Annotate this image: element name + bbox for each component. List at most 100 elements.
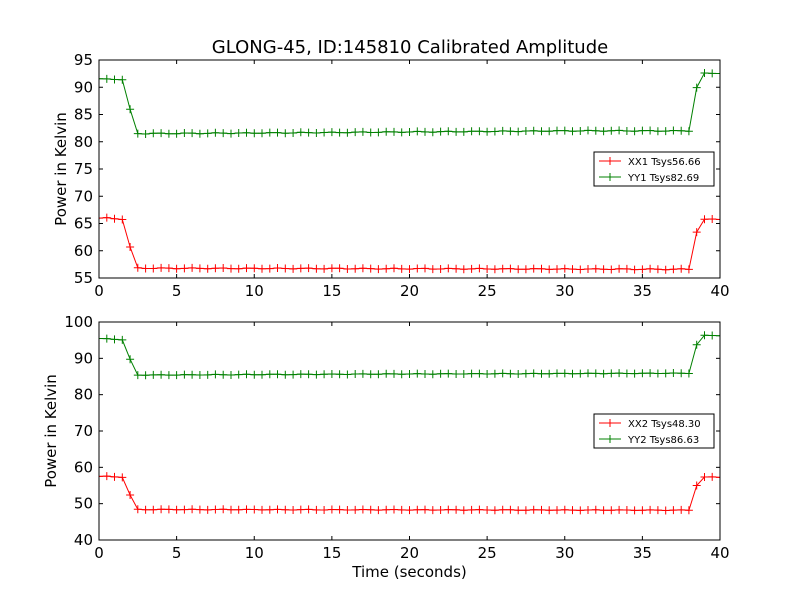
plus-marker	[281, 129, 290, 138]
plus-marker	[467, 264, 476, 273]
plus-marker	[622, 369, 631, 378]
legend-marker	[606, 173, 614, 181]
plus-marker	[304, 264, 313, 273]
plus-marker	[99, 214, 103, 223]
plus-marker	[599, 265, 608, 274]
plus-marker	[553, 265, 561, 274]
y-tick-label: 80	[74, 386, 93, 404]
y-tick-label: 70	[74, 422, 93, 440]
plus-marker	[296, 264, 305, 273]
plus-marker	[126, 355, 135, 364]
plus-marker	[452, 505, 461, 514]
plus-marker	[568, 506, 577, 515]
plus-marker	[281, 370, 290, 379]
plus-marker	[343, 265, 352, 273]
y-axis-label: Power in Kelvin	[42, 374, 60, 488]
plus-marker	[180, 264, 189, 273]
plus-marker	[118, 215, 127, 224]
legend-box	[593, 151, 715, 187]
plus-marker	[188, 505, 197, 514]
plus-marker	[692, 228, 701, 237]
plus-marker	[444, 369, 453, 378]
x-tick-label: 20	[400, 282, 419, 300]
series-yy-panel-1	[99, 69, 720, 138]
plus-marker	[537, 505, 546, 514]
plus-marker	[110, 75, 119, 84]
plus-marker	[521, 369, 530, 378]
plus-marker	[428, 265, 437, 274]
plus-marker	[102, 213, 111, 222]
plus-marker	[234, 505, 243, 514]
plus-marker	[219, 370, 228, 379]
plus-marker	[265, 264, 274, 273]
plus-marker	[99, 74, 103, 83]
plus-marker	[304, 370, 313, 379]
y-tick-label: 90	[74, 349, 93, 367]
plus-marker	[428, 128, 437, 137]
plus-marker	[382, 369, 391, 378]
plus-marker	[281, 505, 290, 514]
plus-marker	[677, 505, 686, 514]
y-tick-label: 70	[74, 187, 93, 205]
plus-marker	[576, 506, 585, 515]
plus-marker	[622, 127, 631, 135]
y-tick-label: 60	[74, 242, 93, 260]
plus-marker	[133, 263, 142, 272]
plus-marker	[677, 126, 686, 135]
plus-marker	[242, 264, 251, 273]
plus-marker	[102, 472, 111, 481]
plus-marker	[374, 265, 383, 274]
plus-marker	[591, 126, 600, 135]
plus-marker	[265, 128, 274, 137]
plus-marker	[172, 129, 181, 138]
plus-marker	[133, 129, 142, 138]
plus-marker	[560, 126, 569, 135]
legend-marker	[606, 419, 614, 427]
plus-marker	[514, 127, 523, 136]
plus-marker	[382, 264, 391, 273]
plus-marker	[180, 505, 189, 514]
plus-marker	[289, 506, 298, 514]
plus-marker	[296, 370, 305, 379]
plus-marker	[599, 506, 608, 515]
plus-marker	[351, 128, 360, 137]
plus-marker	[622, 506, 631, 514]
plus-marker	[444, 264, 453, 273]
plus-marker	[374, 128, 383, 137]
plus-marker	[684, 369, 693, 378]
plus-marker	[576, 265, 585, 274]
plus-marker	[227, 264, 235, 273]
x-axis-label: Time (seconds)	[351, 563, 467, 581]
plus-marker	[537, 264, 546, 273]
plus-marker	[157, 263, 166, 272]
plus-marker	[358, 369, 367, 378]
plus-marker	[203, 505, 212, 514]
plus-marker	[591, 369, 600, 378]
plus-marker	[490, 369, 499, 378]
plus-marker	[234, 264, 243, 273]
plus-marker	[553, 369, 561, 378]
plus-marker	[102, 74, 111, 83]
plus-marker	[506, 264, 515, 273]
plus-marker	[638, 506, 647, 515]
plus-marker	[669, 369, 678, 377]
plus-marker	[358, 264, 367, 273]
plus-marker	[126, 491, 135, 499]
plus-marker	[584, 506, 592, 514]
plus-marker	[498, 369, 507, 378]
plus-marker	[273, 128, 282, 137]
plus-marker	[405, 370, 414, 378]
plus-marker	[366, 128, 375, 137]
plus-marker	[661, 506, 670, 515]
x-tick-label: 35	[633, 282, 652, 300]
plus-marker	[475, 505, 484, 514]
plus-marker	[576, 369, 585, 378]
plus-marker	[568, 127, 577, 136]
plus-marker	[490, 265, 499, 274]
plus-marker	[211, 128, 220, 137]
plus-marker	[188, 263, 197, 272]
x-tick-label: 15	[322, 282, 341, 300]
plus-marker	[452, 370, 461, 378]
plus-marker	[219, 264, 228, 272]
y-tick-label: 75	[74, 160, 93, 178]
